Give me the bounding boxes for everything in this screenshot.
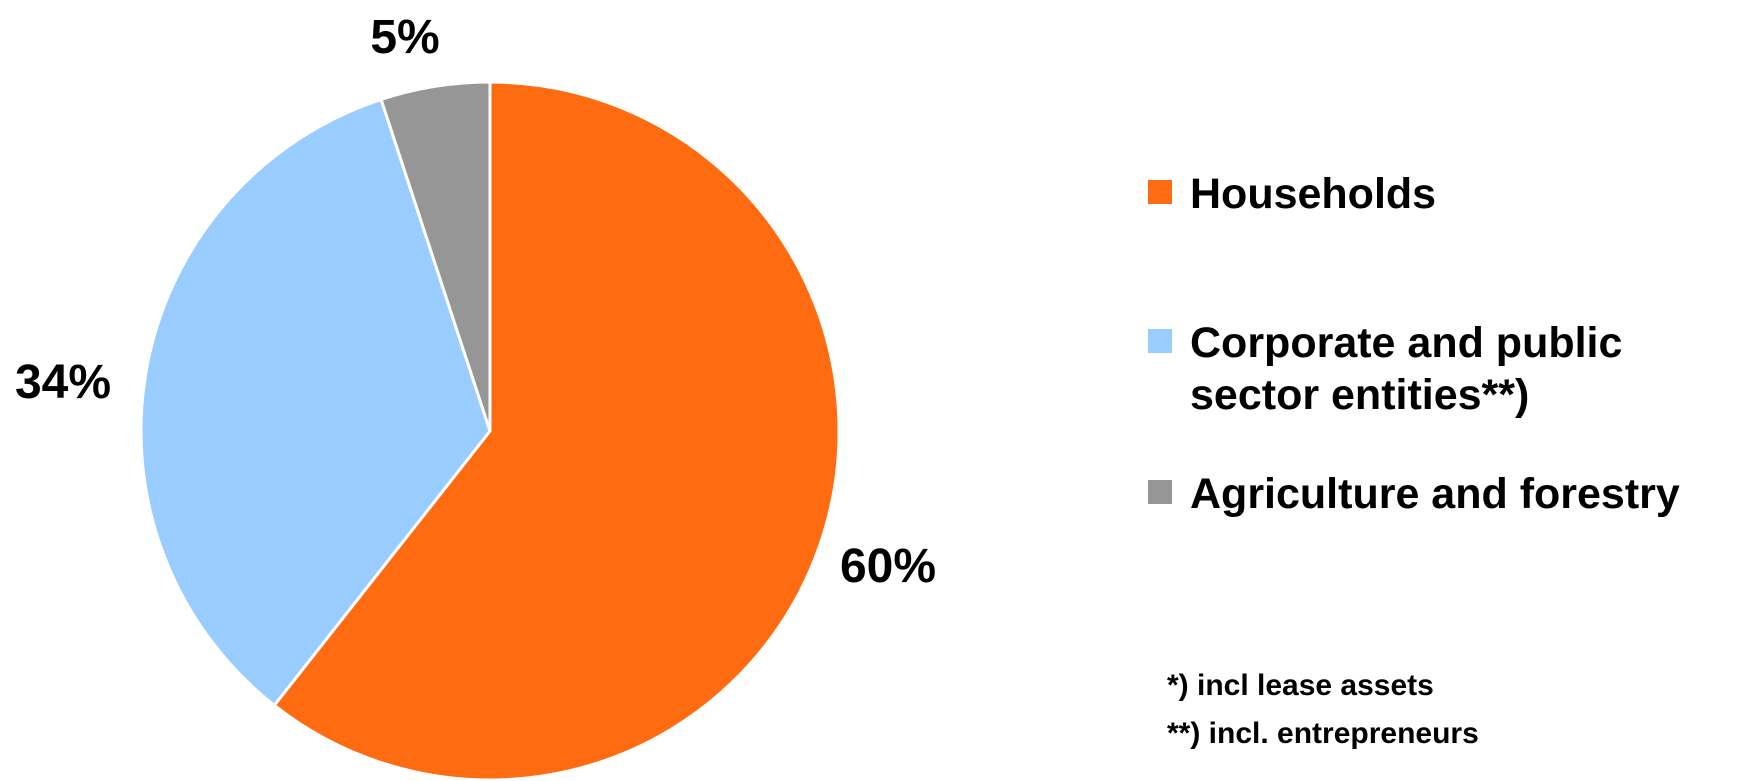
chart-legend: Households Corporate and public sector e… [1148,0,1748,781]
legend-item-agriculture: Agriculture and forestry [1148,468,1680,520]
footnote-lease-assets: *) incl lease assets [1167,669,1434,702]
legend-swatch-agriculture [1148,480,1172,504]
legend-swatch-corporate [1148,329,1172,353]
legend-item-corporate: Corporate and public sector entities**) [1148,317,1622,421]
footnote-entrepreneurs: **) incl. entrepreneurs [1167,717,1479,750]
pie-slice-2 [379,80,492,433]
data-label-1: 34% [15,356,111,409]
footnotes: *) incl lease assets **) incl. entrepren… [1167,662,1479,758]
pie-slice-1 [139,97,492,707]
pie-slice-0 [272,80,841,781]
legend-label-agriculture: Agriculture and forestry [1190,470,1680,518]
data-label-0: 60% [840,540,936,593]
legend-label-corporate: Corporate and public sector entities**) [1190,319,1623,419]
legend-label-households: Households [1190,170,1437,218]
legend-swatch-households [1148,180,1172,204]
legend-item-households: Households [1148,168,1436,220]
data-label-2: 5% [370,11,439,64]
